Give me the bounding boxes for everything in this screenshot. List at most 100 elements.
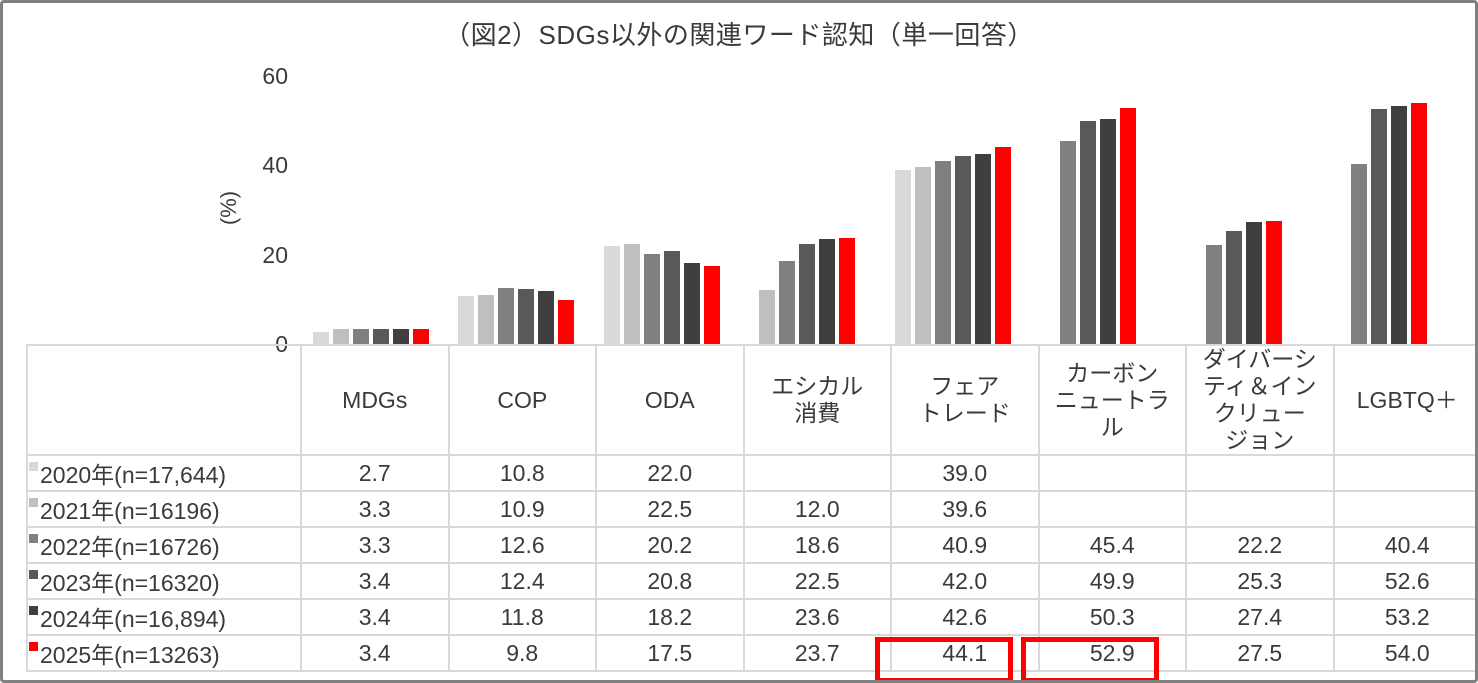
value-cell — [742, 454, 892, 492]
bar — [683, 262, 700, 344]
value-cell: 49.9 — [1037, 562, 1187, 600]
row-label: 2020年(n=17,644) — [26, 454, 302, 492]
bar — [1100, 119, 1117, 344]
y-axis-tick-label: 60 — [262, 63, 288, 89]
legend-marker-icon — [29, 498, 38, 507]
table-row: 2024年(n=16,894) 3.4 11.8 18.2 23.6 42.6 50.3 27… — [26, 598, 1475, 636]
bar — [332, 329, 349, 344]
value-cell: 45.4 — [1037, 526, 1187, 564]
value-cell: 2.7 — [300, 454, 450, 492]
bar — [994, 147, 1011, 344]
value-cell: 18.6 — [742, 526, 892, 564]
legend-marker-icon — [29, 642, 38, 651]
bar — [312, 331, 329, 344]
value-cell: 23.7 — [742, 634, 892, 672]
bar — [839, 238, 856, 344]
value-cell: 22.0 — [595, 454, 745, 492]
bar-group — [735, 76, 881, 344]
bar — [412, 328, 429, 344]
value-cell: 42.6 — [890, 598, 1040, 636]
bar — [538, 291, 555, 344]
value-cell: 11.8 — [447, 598, 597, 636]
value-cell: 52.9 — [1037, 634, 1187, 672]
row-label-text: 2025年(n=13263) — [40, 642, 220, 668]
bar-group — [1171, 76, 1317, 344]
bar — [799, 243, 816, 344]
value-cell — [1185, 454, 1335, 492]
value-cell: 3.4 — [300, 634, 450, 672]
data-table: MDGs COP ODA エシカル 消費 フェア トレード カーボン ニュートラ ルダイバ… — [26, 344, 1475, 672]
row-label-text: 2022年(n=16726) — [40, 534, 220, 560]
table-body: 2020年(n=17,644) 2.7 10.8 22.0 39.0 2021年(n=16… — [26, 454, 1475, 672]
value-cell: 17.5 — [595, 634, 745, 672]
bar-group — [298, 76, 444, 344]
bar-group — [1026, 76, 1172, 344]
value-cell: 18.2 — [595, 598, 745, 636]
bar — [1120, 107, 1137, 344]
legend-marker-icon — [29, 462, 38, 471]
bar-group — [444, 76, 590, 344]
bar — [1225, 231, 1242, 344]
value-cell: 39.6 — [890, 490, 1040, 528]
value-cell: 44.1 — [890, 634, 1040, 672]
bar — [954, 156, 971, 344]
column-header: COP — [447, 344, 597, 456]
column-header: フェア トレード — [890, 344, 1040, 456]
value-cell: 3.3 — [300, 490, 450, 528]
bar-group — [1317, 76, 1463, 344]
value-cell: 22.5 — [595, 490, 745, 528]
legend-marker-icon — [29, 606, 38, 615]
table-row: 2020年(n=17,644) 2.7 10.8 22.0 39.0 — [26, 454, 1475, 492]
bar — [1371, 109, 1388, 344]
column-header: ダイバーシ ティ＆イン クリュー ジョン — [1185, 344, 1335, 456]
bar — [779, 260, 796, 344]
column-header: LGBTQ＋ — [1332, 344, 1475, 456]
value-cell: 12.6 — [447, 526, 597, 564]
plot-area — [298, 76, 1462, 344]
value-cell: 52.6 — [1332, 562, 1475, 600]
legend-marker-icon — [29, 570, 38, 579]
table-row: 2025年(n=13263) 3.4 9.8 17.5 23.7 44.1 52.9 27.5… — [26, 634, 1475, 672]
value-cell: 27.5 — [1185, 634, 1335, 672]
y-axis-tick-label: 20 — [262, 241, 288, 268]
row-label-text: 2020年(n=17,644) — [40, 462, 227, 488]
bar — [1411, 102, 1428, 344]
column-header: カーボン ニュートラ ル — [1037, 344, 1187, 456]
value-cell: 27.4 — [1185, 598, 1335, 636]
value-cell: 9.8 — [447, 634, 597, 672]
row-label-text: 2024年(n=16,894) — [40, 606, 227, 632]
bar — [1245, 221, 1262, 344]
value-cell — [1037, 490, 1187, 528]
value-cell: 39.0 — [890, 454, 1040, 492]
value-cell: 22.5 — [742, 562, 892, 600]
bar — [894, 169, 911, 344]
table-row: 2021年(n=16196) 3.3 10.9 22.5 12.0 39.6 — [26, 490, 1475, 528]
bar — [663, 251, 680, 344]
bar — [518, 288, 535, 344]
row-label: 2023年(n=16320) — [26, 562, 302, 600]
value-cell: 50.3 — [1037, 598, 1187, 636]
value-cell: 54.0 — [1332, 634, 1475, 672]
value-cell — [1332, 454, 1475, 492]
bar — [372, 328, 389, 344]
value-cell: 3.3 — [300, 526, 450, 564]
bar — [703, 265, 720, 344]
column-header: MDGs — [300, 344, 450, 456]
value-cell: 42.0 — [890, 562, 1040, 600]
row-label: 2021年(n=16196) — [26, 490, 302, 528]
bar — [759, 290, 776, 344]
value-cell: 10.9 — [447, 490, 597, 528]
value-cell: 3.4 — [300, 562, 450, 600]
legend-marker-icon — [29, 534, 38, 543]
bar — [819, 238, 836, 344]
bar — [498, 287, 515, 344]
value-cell: 10.8 — [447, 454, 597, 492]
y-axis-tick-label: 40 — [262, 152, 288, 179]
bar — [558, 300, 575, 344]
bar — [643, 253, 660, 344]
bar — [478, 295, 495, 344]
value-cell: 40.9 — [890, 526, 1040, 564]
row-label-text: 2023年(n=16320) — [40, 570, 220, 596]
bar — [1391, 106, 1408, 344]
